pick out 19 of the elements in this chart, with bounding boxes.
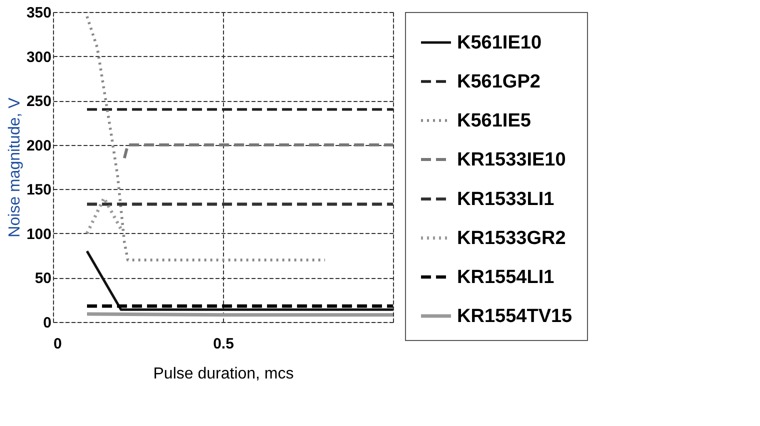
legend-label: KR1533LI1 (457, 189, 555, 210)
y-tick-label: 150 (26, 182, 52, 199)
y-axis-title: Noise magnitude, V (6, 97, 24, 238)
y-tick-label: 0 (43, 314, 52, 332)
legend-label: KR1533IE10 (457, 150, 566, 170)
legend-label: K561GP2 (457, 72, 540, 92)
legend-label: KR1533GR2 (457, 228, 566, 249)
x-axis-title: Pulse duration, mcs (153, 366, 294, 382)
legend-label: KR1554LI1 (457, 267, 555, 288)
legend-label: KR1554TV15 (457, 306, 573, 327)
legend-label: K561IE5 (457, 110, 532, 132)
legend-label: K561IE10 (457, 32, 542, 54)
y-tick-label: 200 (26, 137, 52, 154)
y-tick-label: 100 (26, 226, 52, 243)
y-tick-label: 50 (34, 270, 52, 288)
y-tick-label: 350 (26, 4, 52, 22)
y-tick-label: 250 (26, 93, 52, 110)
x-tick-label: 0.5 (213, 336, 234, 352)
y-tick-label: 300 (26, 48, 52, 66)
